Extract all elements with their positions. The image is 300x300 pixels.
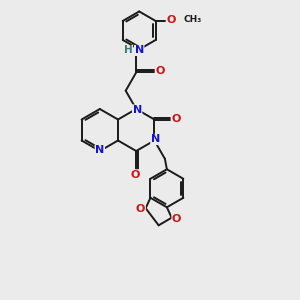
Text: N: N bbox=[135, 46, 144, 56]
Text: O: O bbox=[130, 170, 140, 180]
Text: O: O bbox=[156, 67, 165, 76]
Text: N: N bbox=[133, 105, 142, 115]
Text: O: O bbox=[171, 113, 181, 124]
Text: N: N bbox=[95, 145, 104, 155]
Text: O: O bbox=[166, 15, 176, 25]
Text: O: O bbox=[136, 204, 146, 214]
Text: H: H bbox=[124, 46, 133, 56]
Text: N: N bbox=[151, 134, 160, 145]
Text: CH₃: CH₃ bbox=[183, 16, 202, 25]
Text: O: O bbox=[172, 214, 181, 224]
